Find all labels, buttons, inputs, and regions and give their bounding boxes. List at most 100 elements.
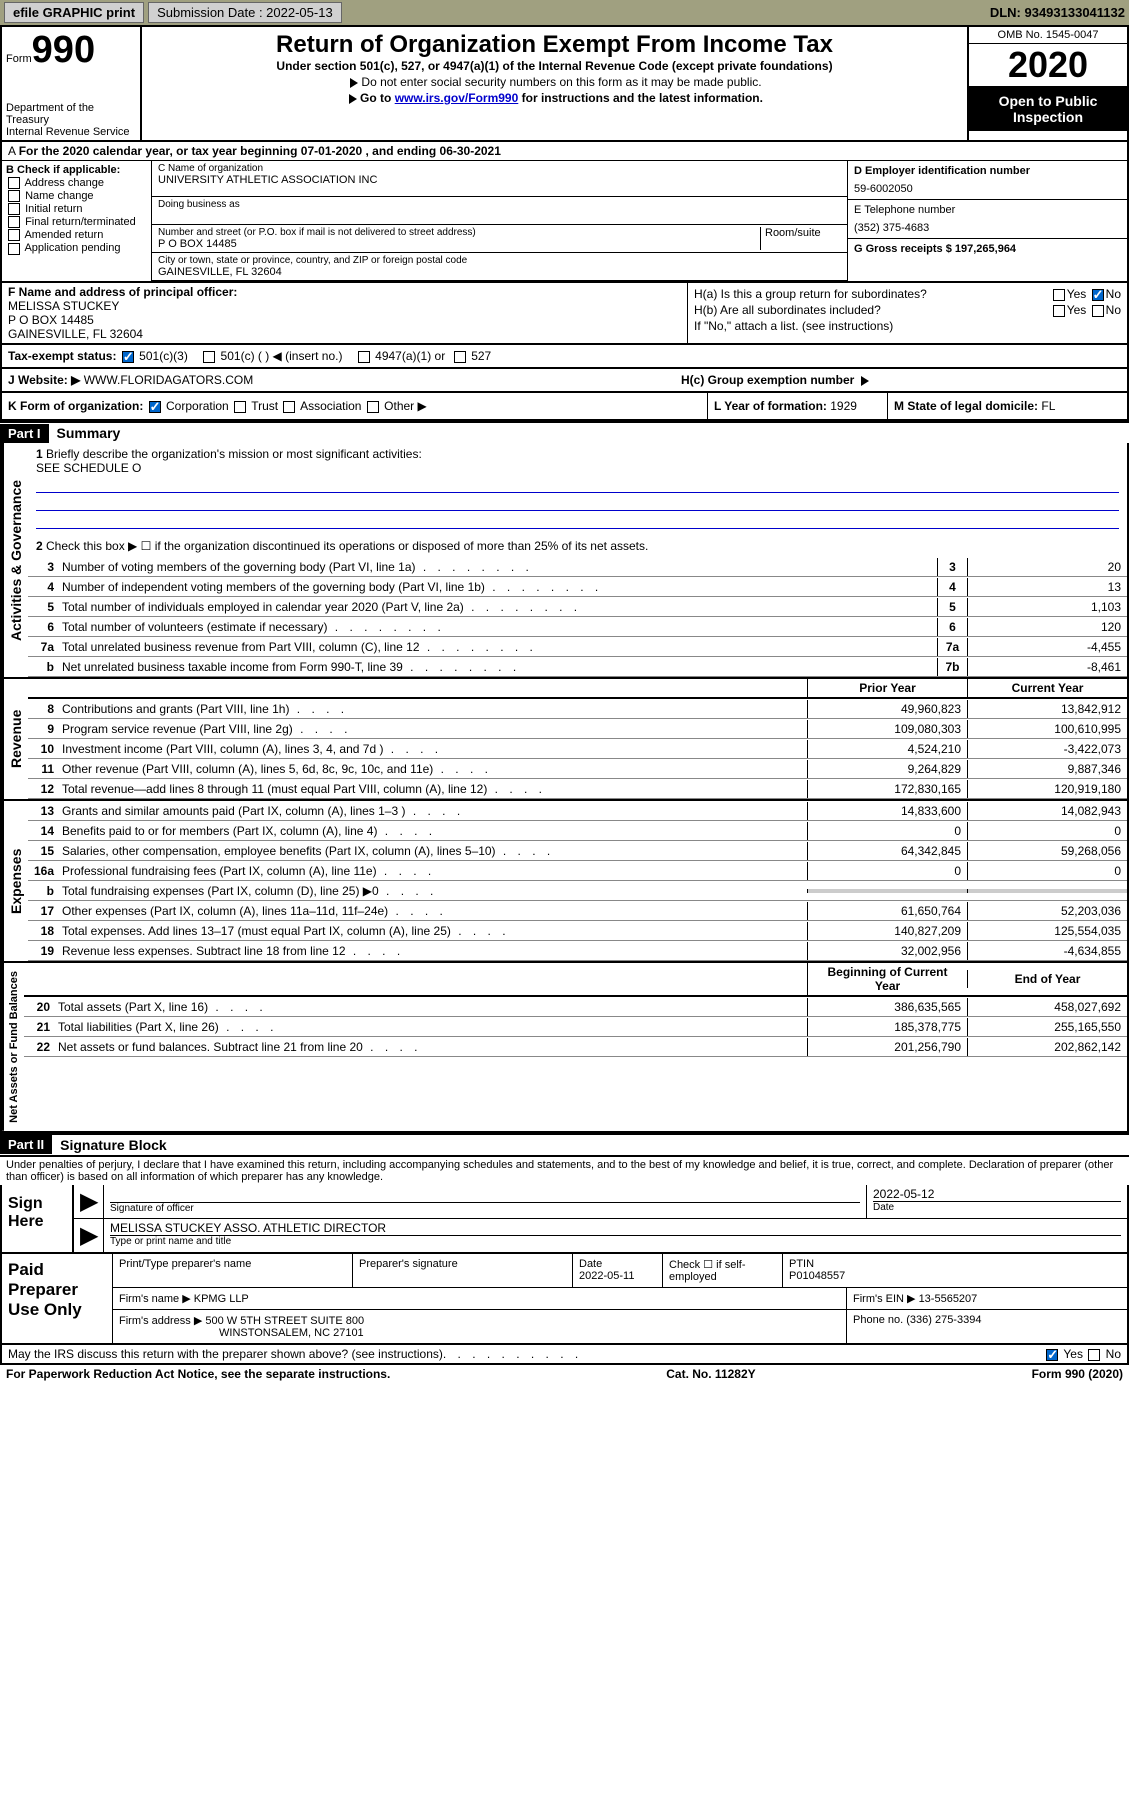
m-cell: M State of legal domicile: FL bbox=[887, 393, 1127, 419]
form-version: Form 990 (2020) bbox=[1032, 1367, 1123, 1381]
arrow-icon bbox=[861, 376, 869, 386]
k-row: K Form of organization: Corporation Trus… bbox=[0, 393, 1129, 421]
footer: For Paperwork Reduction Act Notice, see … bbox=[0, 1365, 1129, 1383]
irs-link[interactable]: www.irs.gov/Form990 bbox=[395, 91, 519, 105]
part2-label: Part II bbox=[0, 1135, 52, 1154]
col-c: C Name of organization UNIVERSITY ATHLET… bbox=[152, 161, 847, 281]
form-header: Form990 Department of the TreasuryIntern… bbox=[0, 25, 1129, 142]
sig-label: Signature of officer bbox=[110, 1203, 860, 1214]
check-4947[interactable] bbox=[358, 351, 370, 363]
prior-year-header: Prior Year bbox=[807, 679, 967, 697]
table-row: 3Number of voting members of the governi… bbox=[28, 557, 1127, 577]
city-row: City or town, state or province, country… bbox=[152, 253, 847, 281]
phone-label: E Telephone number bbox=[854, 204, 1121, 216]
section-h: H(a) Is this a group return for subordin… bbox=[687, 283, 1127, 343]
check-corp[interactable] bbox=[149, 401, 161, 413]
check-no[interactable] bbox=[1088, 1349, 1100, 1361]
street-label: Number and street (or P.O. box if mail i… bbox=[158, 227, 756, 238]
form-title: Return of Organization Exempt From Incom… bbox=[146, 31, 963, 59]
table-row: 20Total assets (Part X, line 16) . . . .… bbox=[24, 997, 1127, 1017]
part1-label: Part I bbox=[0, 424, 49, 443]
form-label: Form bbox=[6, 53, 32, 65]
table-row: bNet unrelated business taxable income f… bbox=[28, 657, 1127, 677]
penalty-text: Under penalties of perjury, I declare th… bbox=[0, 1155, 1129, 1185]
revenue-table: Revenue Prior Year Current Year 8Contrib… bbox=[0, 679, 1129, 801]
check-name[interactable]: Name change bbox=[6, 190, 147, 202]
sign-section: Sign Here ▶ Signature of officer 2022-05… bbox=[0, 1185, 1129, 1254]
arrow-icon bbox=[349, 94, 357, 104]
check-501c[interactable] bbox=[203, 351, 215, 363]
mission-block: 1 Briefly describe the organization's mi… bbox=[28, 443, 1127, 557]
ha-line: H(a) Is this a group return for subordin… bbox=[694, 287, 1121, 301]
check-final[interactable]: Final return/terminated bbox=[6, 216, 147, 228]
pycy-header: Prior Year Current Year bbox=[28, 679, 1127, 699]
prep-date: 2022-05-11 bbox=[579, 1270, 634, 1282]
check-527[interactable] bbox=[454, 351, 466, 363]
website-row: J Website: ▶ WWW.FLORIDAGATORS.COM H(c) … bbox=[0, 369, 1129, 393]
table-row: bTotal fundraising expenses (Part IX, co… bbox=[28, 881, 1127, 901]
part1-title: Summary bbox=[49, 423, 129, 443]
governance-table: Activities & Governance 1 Briefly descri… bbox=[0, 443, 1129, 679]
check-trust[interactable] bbox=[234, 401, 246, 413]
table-row: 4Number of independent voting members of… bbox=[28, 577, 1127, 597]
table-row: 10Investment income (Part VIII, column (… bbox=[28, 739, 1127, 759]
check-amended[interactable]: Amended return bbox=[6, 229, 147, 241]
phone-cell: E Telephone number (352) 375-4683 bbox=[848, 200, 1127, 239]
check-other[interactable] bbox=[367, 401, 379, 413]
header-left: Form990 Department of the TreasuryIntern… bbox=[2, 27, 142, 140]
hb-line: H(b) Are all subordinates included? Yes … bbox=[694, 303, 1121, 317]
table-row: 17Other expenses (Part IX, column (A), l… bbox=[28, 901, 1127, 921]
h1: Print/Type preparer's name bbox=[113, 1254, 353, 1287]
q1: Briefly describe the organization's miss… bbox=[46, 447, 422, 461]
table-row: 21Total liabilities (Part X, line 26) . … bbox=[24, 1017, 1127, 1037]
officer-addr2: GAINESVILLE, FL 32604 bbox=[8, 327, 681, 341]
check-assoc[interactable] bbox=[283, 401, 295, 413]
paid-section: Paid Preparer Use Only Print/Type prepar… bbox=[0, 1254, 1129, 1345]
check-yes[interactable] bbox=[1046, 1349, 1058, 1361]
l-cell: L Year of formation: 1929 bbox=[707, 393, 887, 419]
officer-label: F Name and address of principal officer: bbox=[8, 285, 681, 299]
name-label: Type or print name and title bbox=[110, 1235, 1121, 1247]
form-number: 990 bbox=[32, 29, 95, 71]
section-fh: F Name and address of principal officer:… bbox=[0, 283, 1129, 345]
tax-status-row: Tax-exempt status: 501(c)(3) 501(c) ( ) … bbox=[0, 345, 1129, 369]
officer-print-name: MELISSA STUCKEY ASSO. ATHLETIC DIRECTOR bbox=[110, 1221, 1121, 1235]
hc-line: H(c) Group exemption number bbox=[681, 373, 1121, 387]
ein-label: D Employer identification number bbox=[854, 165, 1121, 177]
table-row: 9Program service revenue (Part VIII, lin… bbox=[28, 719, 1127, 739]
header-center: Return of Organization Exempt From Incom… bbox=[142, 27, 967, 140]
table-row: 13Grants and similar amounts paid (Part … bbox=[28, 801, 1127, 821]
dba-label: Doing business as bbox=[158, 199, 841, 210]
part2-title: Signature Block bbox=[52, 1135, 175, 1155]
table-row: 5Total number of individuals employed in… bbox=[28, 597, 1127, 617]
org-name: UNIVERSITY ATHLETIC ASSOCIATION INC bbox=[158, 174, 841, 186]
submission-date: Submission Date : 2022-05-13 bbox=[148, 2, 342, 23]
check-501c3[interactable] bbox=[122, 351, 134, 363]
street-value: P O BOX 14485 bbox=[158, 238, 756, 250]
sign-here-label: Sign Here bbox=[2, 1185, 72, 1252]
header-right: OMB No. 1545-0047 2020 Open to Public In… bbox=[967, 27, 1127, 140]
arrow-icon bbox=[350, 78, 358, 88]
paid-label: Paid Preparer Use Only bbox=[2, 1254, 112, 1343]
na-header: Beginning of Current Year End of Year bbox=[24, 963, 1127, 997]
table-row: 16aProfessional fundraising fees (Part I… bbox=[28, 861, 1127, 881]
irs-discuss-q: May the IRS discuss this return with the… bbox=[8, 1347, 443, 1361]
check-application[interactable]: Application pending bbox=[6, 242, 147, 254]
tax-label: Tax-exempt status: bbox=[8, 349, 116, 363]
table-row: 6Total number of volunteers (estimate if… bbox=[28, 617, 1127, 637]
firm-name: KPMG LLP bbox=[194, 1293, 249, 1305]
ein-cell: D Employer identification number 59-6002… bbox=[848, 161, 1127, 200]
check-address[interactable]: Address change bbox=[6, 177, 147, 189]
city-label: City or town, state or province, country… bbox=[158, 255, 841, 266]
part1-header: Part I Summary bbox=[0, 421, 1129, 443]
table-row: 7aTotal unrelated business revenue from … bbox=[28, 637, 1127, 657]
inspection-badge: Open to Public Inspection bbox=[969, 87, 1127, 131]
rotated-rev: Revenue bbox=[2, 679, 28, 799]
check-initial[interactable]: Initial return bbox=[6, 203, 147, 215]
room-label: Room/suite bbox=[761, 227, 841, 250]
h4: Check ☐ if self-employed bbox=[663, 1254, 783, 1287]
table-row: 19Revenue less expenses. Subtract line 1… bbox=[28, 941, 1127, 961]
gross-receipts: G Gross receipts $ 197,265,964 bbox=[848, 239, 1127, 259]
ein-value: 59-6002050 bbox=[854, 183, 1121, 195]
expense-table: Expenses 13Grants and similar amounts pa… bbox=[0, 801, 1129, 963]
